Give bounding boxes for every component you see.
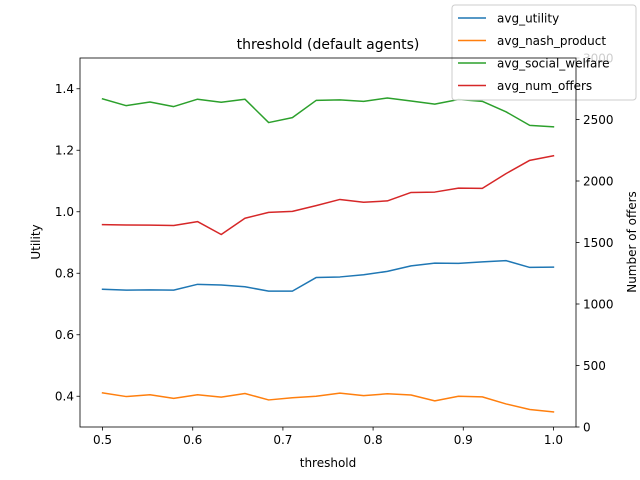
x-axis-label: threshold (300, 456, 357, 470)
y2-tick-label: 2500 (583, 113, 614, 127)
legend-box (451, 4, 637, 101)
legend-label-avg_num_offers: avg_num_offers (497, 79, 592, 93)
y-tick-label: 1.0 (55, 205, 74, 219)
series-line-avg_social_welfare (101, 97, 555, 128)
plot-frame (79, 57, 577, 428)
x-axis: 0.5 0.6 0.7 0.8 0.9 1.0 (93, 427, 563, 447)
series-layer (101, 97, 555, 413)
legend-label-avg_nash_product: avg_nash_product (497, 34, 606, 48)
y2-tick-label: 500 (583, 359, 606, 373)
y2-tick-label: 0 (583, 420, 591, 434)
x-tick-label: 0.7 (273, 433, 292, 447)
series-line-avg_num_offers (101, 154, 555, 236)
legend-label-avg_social_welfare: avg_social_welfare (497, 56, 609, 70)
legend: avg_utility avg_nash_product avg_social_we… (451, 4, 637, 101)
y-tick-label: 1.2 (55, 144, 74, 158)
y-tick-label: 0.6 (55, 328, 74, 342)
x-tick-label: 0.5 (93, 433, 112, 447)
y2-tick-label: 2000 (583, 174, 614, 188)
x-tick-label: 1.0 (544, 433, 563, 447)
y-axis-label: Utility (29, 224, 43, 259)
series-line-avg_utility (101, 259, 555, 292)
y-tick-label: 0.8 (55, 267, 74, 281)
legend-label-avg_utility: avg_utility (497, 11, 559, 25)
y-tick-label: 1.4 (55, 82, 74, 96)
y-axis-left: 0.4 0.6 0.8 1.0 1.2 1.4 (55, 82, 80, 404)
x-tick-label: 0.6 (183, 433, 202, 447)
x-tick-label: 0.8 (364, 433, 383, 447)
y2-tick-label: 1500 (583, 236, 614, 250)
y2-tick-label: 1000 (583, 297, 614, 311)
x-tick-label: 0.9 (454, 433, 473, 447)
y-tick-label: 0.4 (55, 390, 74, 404)
series-line-avg_nash_product (101, 392, 555, 413)
y2-axis-label: Number of offers (625, 191, 639, 293)
chart-title: threshold (default agents) (237, 37, 420, 53)
